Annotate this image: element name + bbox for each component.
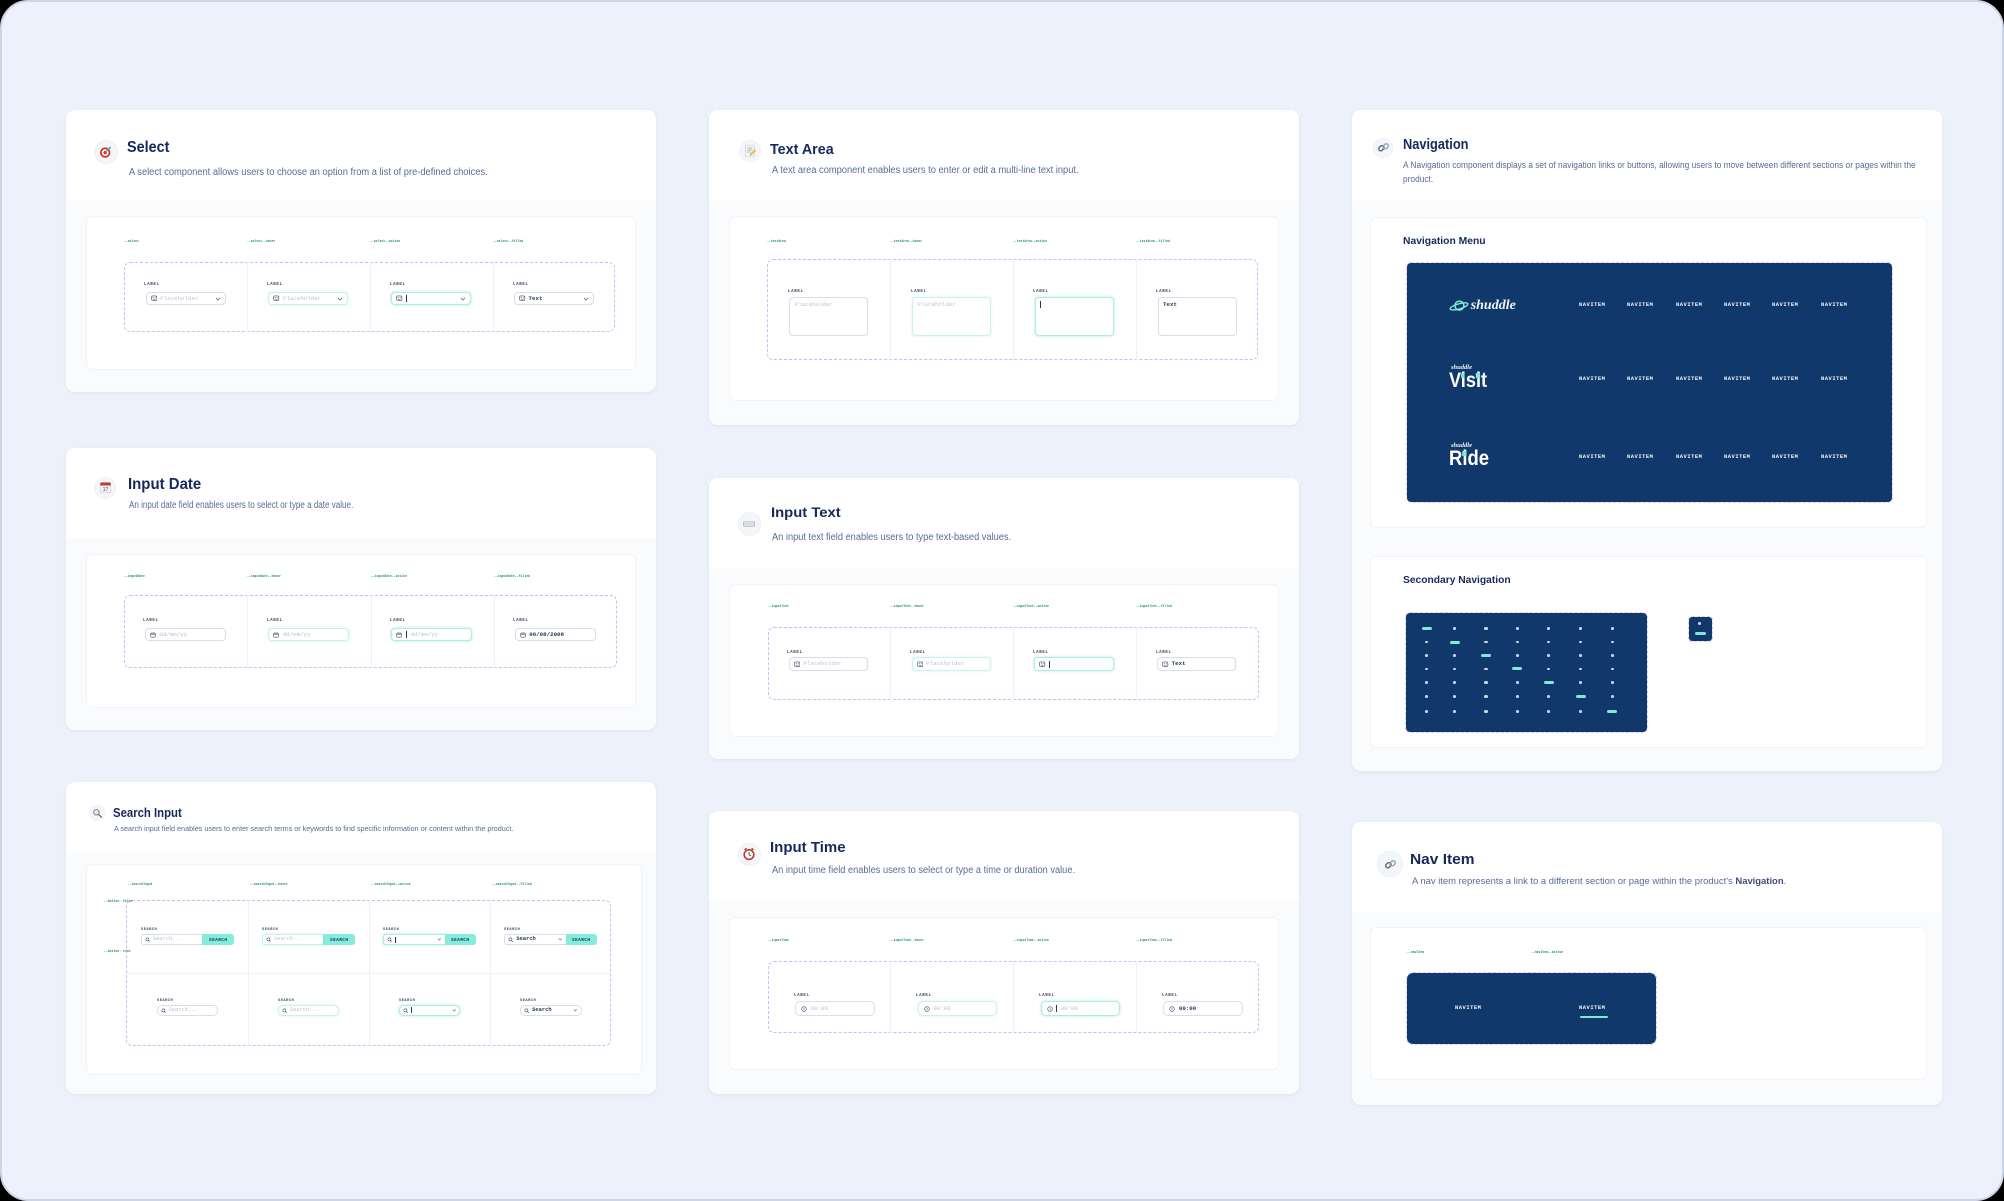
svg-text:17: 17 (103, 487, 109, 493)
